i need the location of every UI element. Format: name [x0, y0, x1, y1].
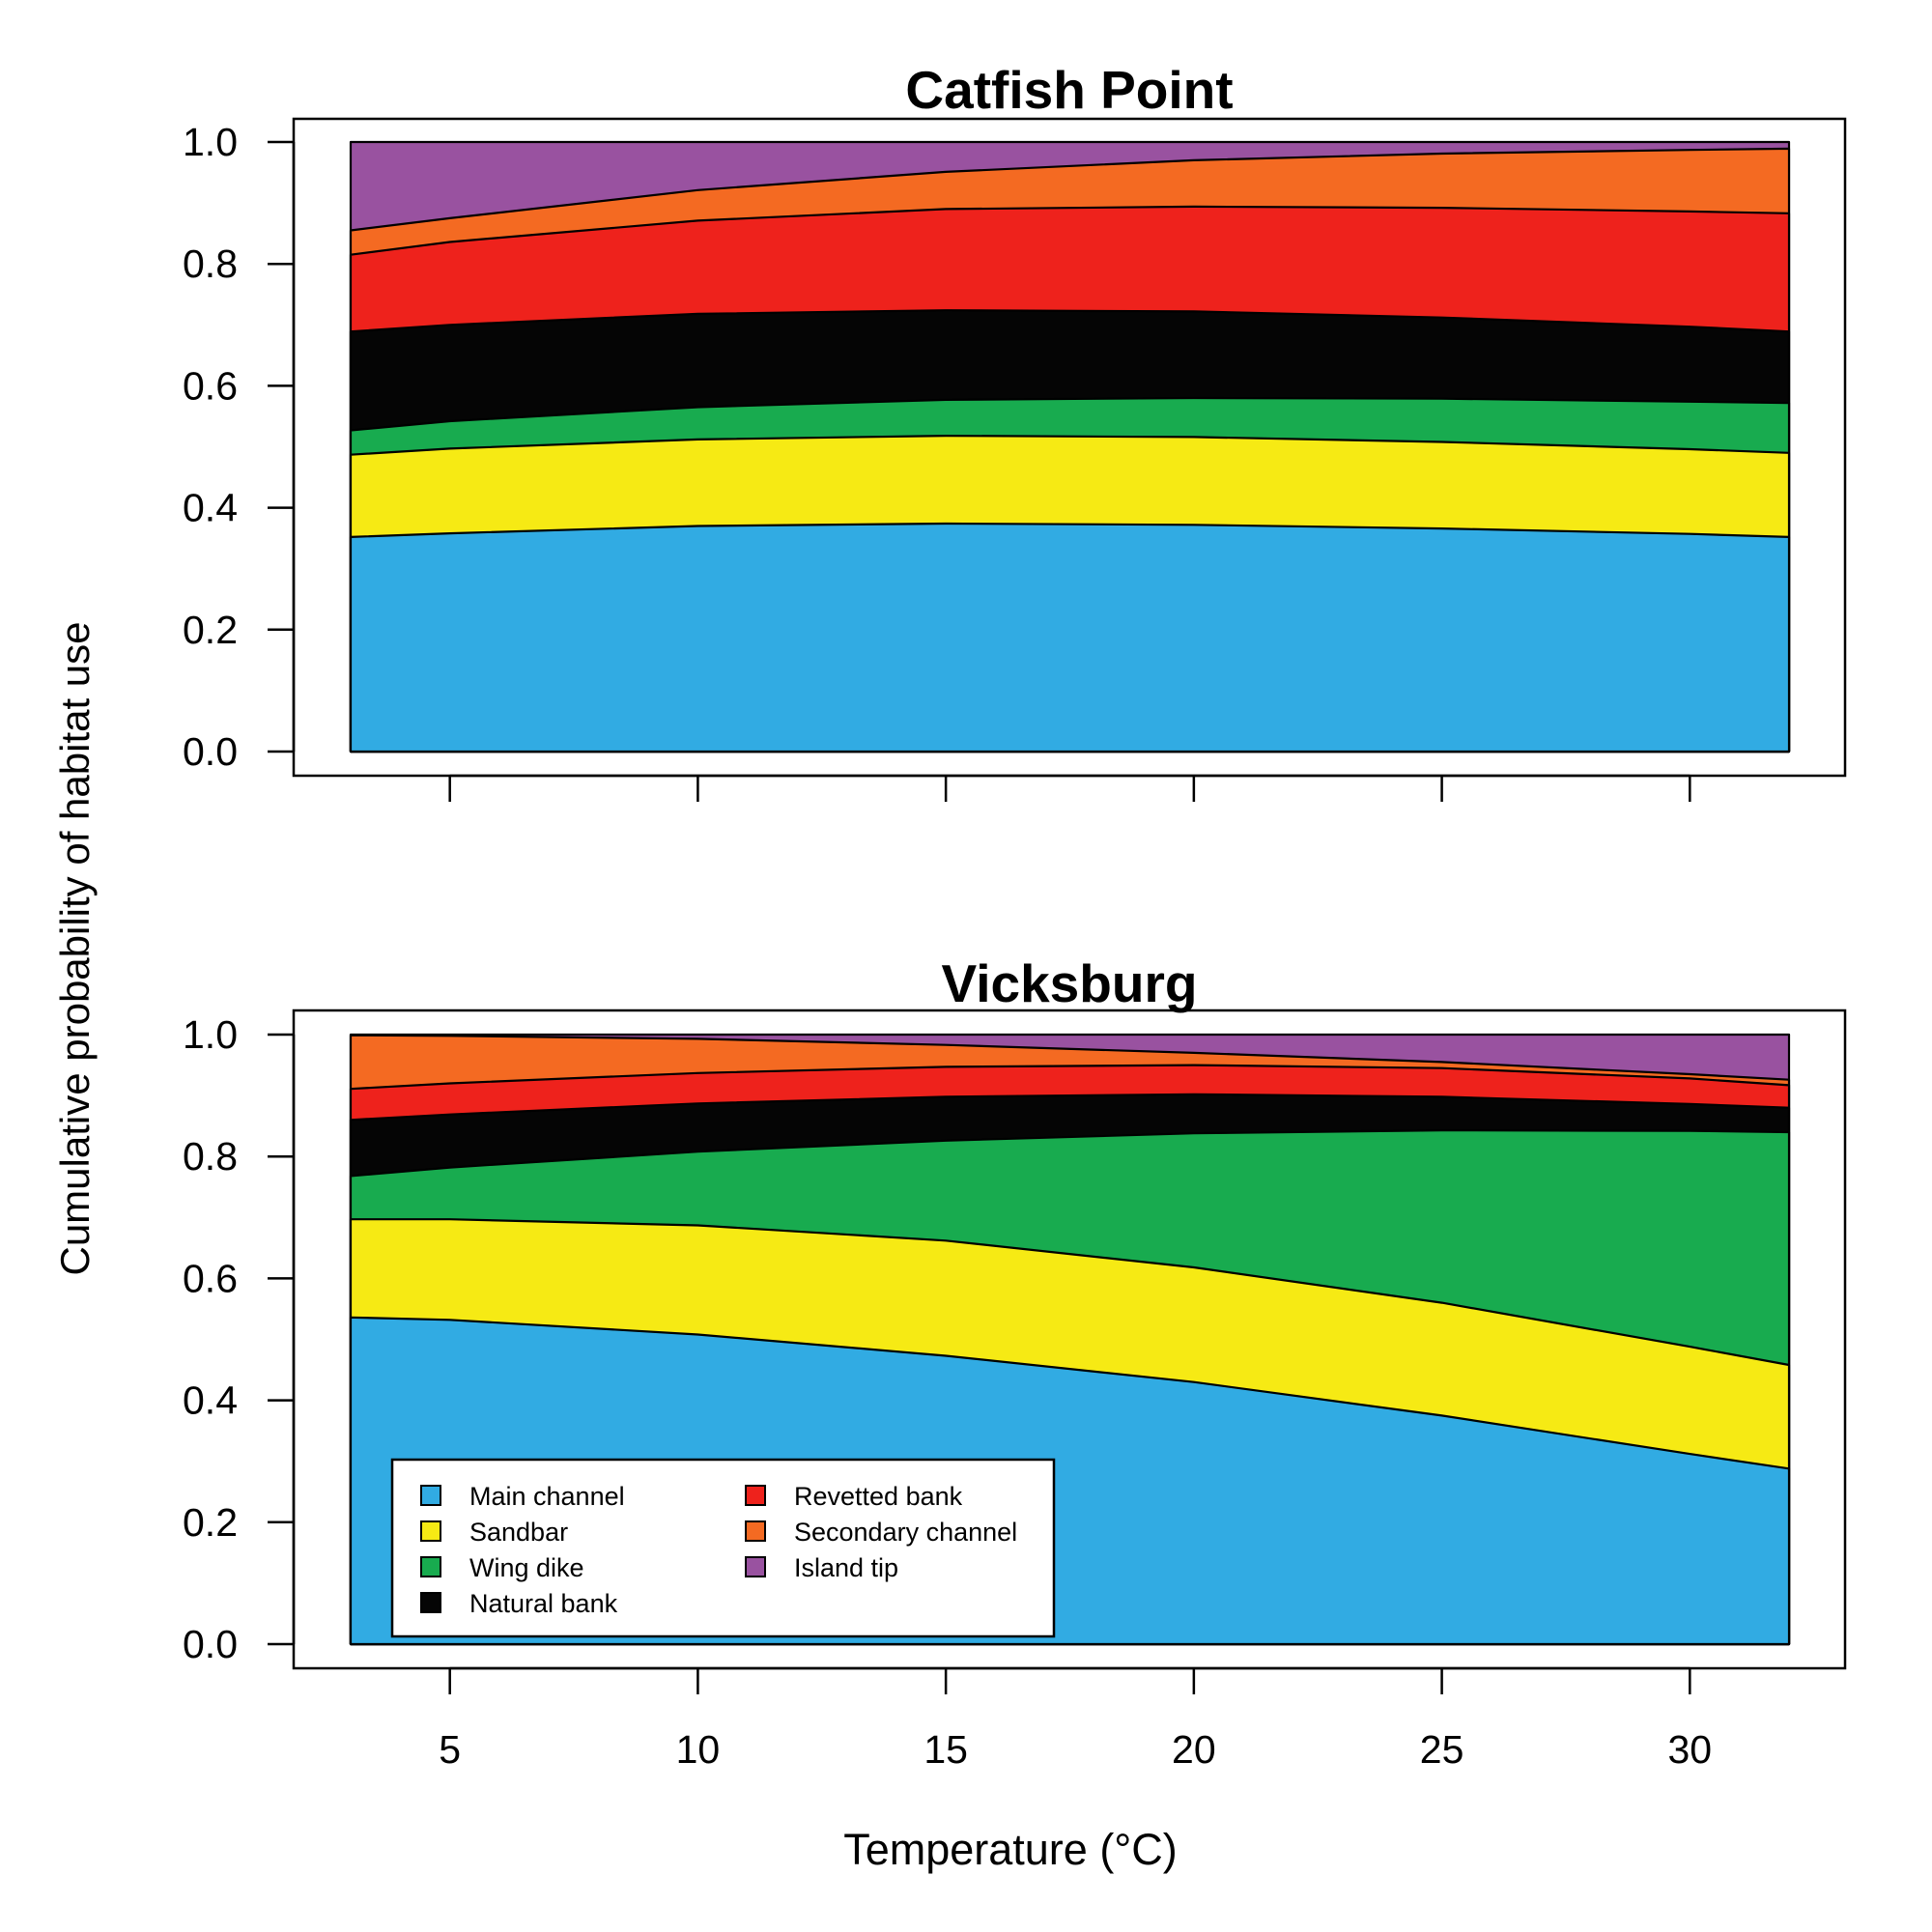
legend-item-main-channel: Main channel: [420, 1482, 625, 1511]
x-tick-label: 30: [1668, 1727, 1713, 1772]
area-main-channel: [349, 522, 1791, 753]
y-tick-label: 0.8: [183, 1134, 238, 1179]
x-tick-label: 15: [923, 1727, 968, 1772]
legend-box: [390, 1458, 1056, 1638]
y-tick-label: 0.0: [183, 729, 238, 774]
x-axis: [448, 774, 1691, 802]
y-tick-label: 0.2: [183, 608, 238, 652]
y-tick-label: 1.0: [183, 120, 238, 164]
x-tick-label: 5: [439, 1727, 461, 1772]
legend-swatch: [745, 1485, 766, 1506]
x-tick-label: 25: [1420, 1727, 1464, 1772]
y-tick-label: 0.4: [183, 486, 238, 530]
panel-title: Catfish Point: [905, 60, 1233, 120]
x-tick-label: 10: [676, 1727, 721, 1772]
panel-catfish-point: 0.0 0.2 0.4 0.6 0.8 1.0 Catfish Point: [183, 60, 1847, 802]
legend-item-natural-bank: Natural bank: [420, 1589, 618, 1618]
legend-label: Secondary channel: [794, 1518, 1017, 1547]
legend-swatch: [420, 1556, 441, 1577]
y-tick-label: 0.2: [183, 1500, 238, 1545]
legend: Main channel Sandbar Wing dike Natural bank…: [390, 1458, 1056, 1638]
panel-title: Vicksburg: [942, 953, 1198, 1013]
y-tick-label: 1.0: [183, 1012, 238, 1057]
legend-swatch: [745, 1556, 766, 1577]
x-tick-label: 20: [1172, 1727, 1216, 1772]
x-axis-title: Temperature (°C): [843, 1825, 1178, 1874]
y-tick-label: 0.6: [183, 363, 238, 408]
legend-item-sandbar: Sandbar: [420, 1518, 568, 1547]
legend-swatch: [745, 1520, 766, 1542]
legend-label: Island tip: [794, 1553, 898, 1582]
legend-item-revetted-bank: Revetted bank: [745, 1482, 963, 1511]
y-tick-label: 0.8: [183, 242, 238, 286]
y-tick-label: 0.4: [183, 1378, 238, 1423]
x-axis: 5 10 15 20 25 30: [439, 1666, 1713, 1772]
legend-label: Natural bank: [469, 1589, 618, 1618]
legend-item-secondary-channel: Secondary channel: [745, 1518, 1017, 1547]
legend-item-wing-dike: Wing dike: [420, 1553, 584, 1582]
legend-item-island-tip: Island tip: [745, 1553, 898, 1582]
legend-label: Main channel: [469, 1482, 625, 1511]
y-tick-label: 0.0: [183, 1622, 238, 1666]
y-tick-label: 0.6: [183, 1256, 238, 1300]
legend-swatch: [420, 1592, 441, 1613]
panels: 0.0 0.2 0.4 0.6 0.8 1.0 Catfish Point 0.0 0.2 0.4…: [183, 60, 1847, 1772]
y-axis: 0.0 0.2 0.4 0.6 0.8 1.0: [183, 120, 296, 774]
y-axis: 0.0 0.2 0.4 0.6 0.8 1.0: [183, 1012, 296, 1666]
legend-swatch: [420, 1485, 441, 1506]
legend-label: Sandbar: [469, 1518, 568, 1547]
legend-label: Revetted bank: [794, 1482, 963, 1511]
legend-label: Wing dike: [469, 1553, 584, 1582]
legend-swatch: [420, 1520, 441, 1542]
y-axis-title: Cumulative probability of habitat use: [52, 621, 98, 1275]
